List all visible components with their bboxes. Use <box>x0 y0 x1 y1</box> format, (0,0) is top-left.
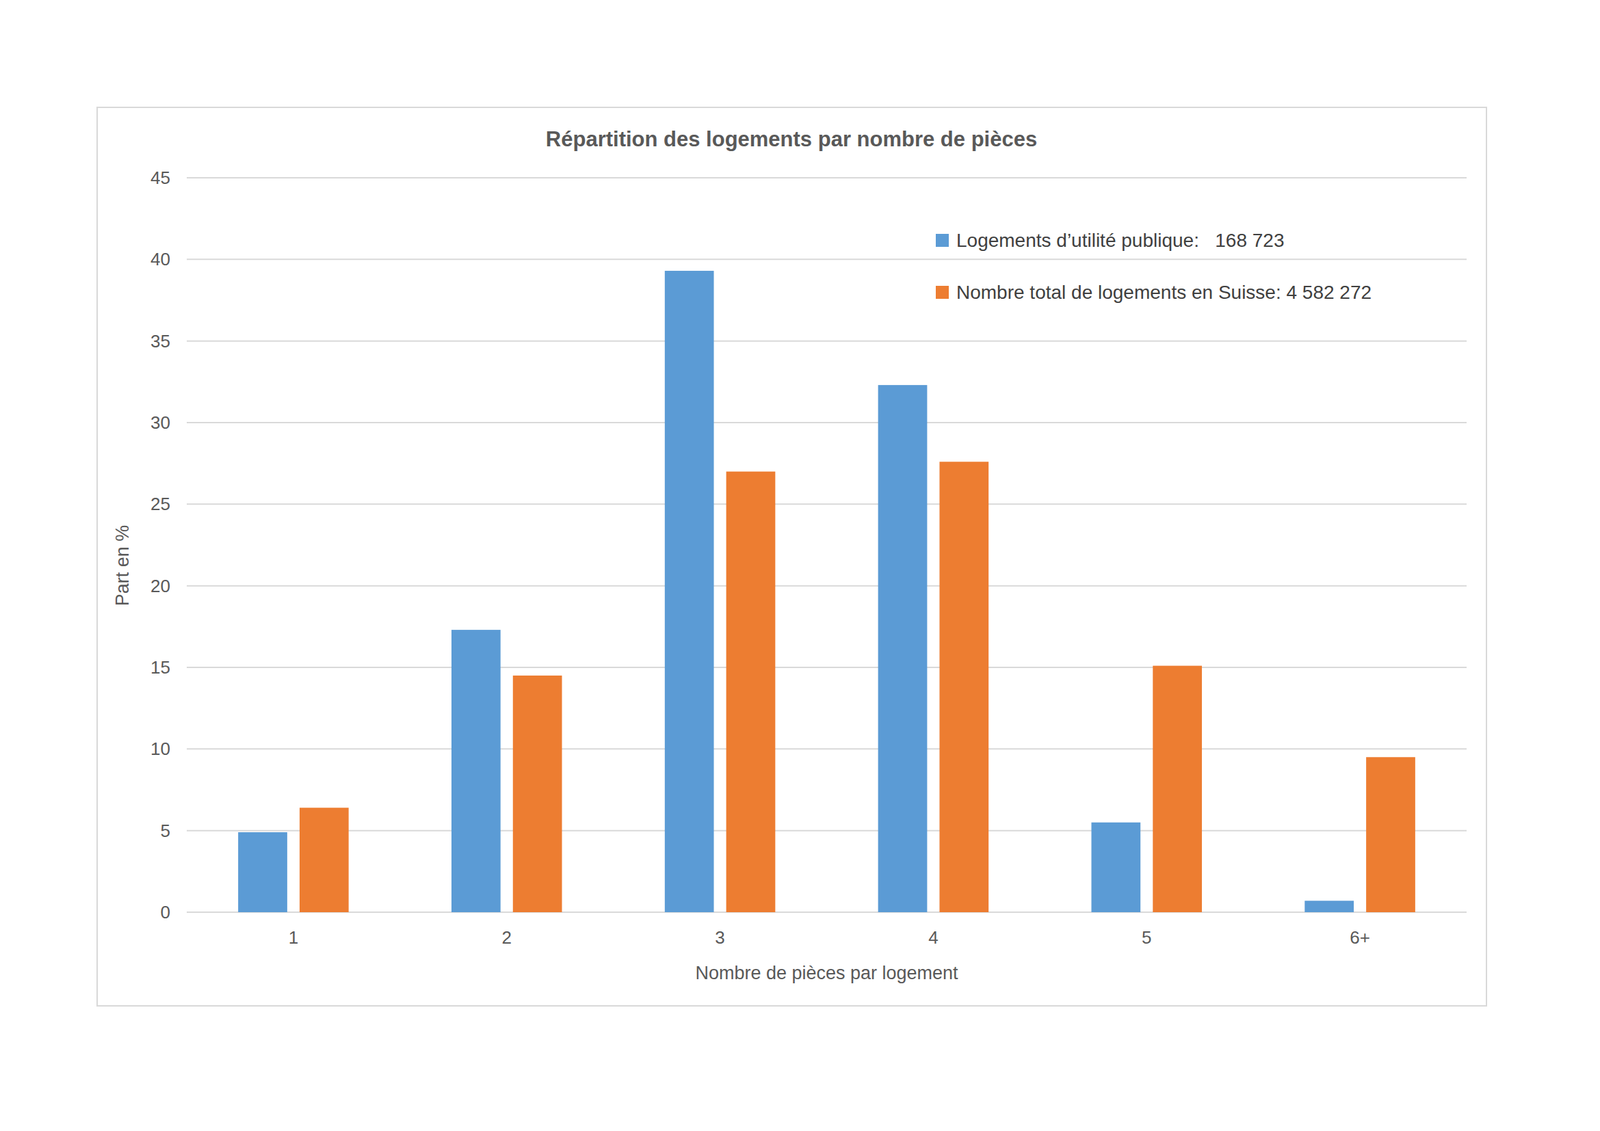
bar <box>238 832 288 913</box>
grid-line <box>186 177 1467 179</box>
legend: Logements d’utilité publique: 168 723 Nom… <box>935 229 1372 304</box>
y-axis-title: Part en % <box>112 525 133 607</box>
grid-line <box>186 340 1467 343</box>
y-tick-label: 5 <box>160 820 171 842</box>
y-tick-label: 25 <box>150 493 171 515</box>
chart-frame <box>97 107 1487 1007</box>
bars <box>238 270 1416 913</box>
legend-swatch <box>935 233 949 247</box>
grid-line <box>186 503 1467 505</box>
legend-label: Nombre total de logements en Suisse: 4 5… <box>956 281 1372 304</box>
y-tick-label: 35 <box>150 331 171 352</box>
x-tick-label: 3 <box>714 927 725 949</box>
bar <box>878 385 928 913</box>
bar <box>726 471 776 913</box>
y-tick-label: 0 <box>160 902 171 923</box>
x-axis-title: Nombre de pièces par logement <box>694 963 959 984</box>
grid-line <box>186 666 1467 669</box>
bar <box>1304 900 1354 913</box>
bar <box>664 270 715 913</box>
y-tick-label: 20 <box>150 575 171 597</box>
bar <box>299 807 349 913</box>
legend-swatch <box>935 285 949 299</box>
grid-line <box>186 830 1467 832</box>
chart-root: Répartition des logements par nombre de … <box>0 0 1600 1131</box>
bar <box>513 675 563 913</box>
grid-line <box>186 585 1467 587</box>
grid-line <box>186 748 1467 750</box>
bar <box>1091 822 1141 913</box>
chart: Répartition des logements par nombre de … <box>0 0 1600 1131</box>
x-axis-line <box>186 911 1467 914</box>
y-tick-label: 30 <box>150 412 171 434</box>
bar <box>1366 757 1416 913</box>
x-tick-label: 2 <box>502 927 512 949</box>
y-tick-label: 10 <box>150 738 171 760</box>
x-tick-label: 5 <box>1141 927 1152 949</box>
bar <box>451 630 501 913</box>
y-tick-label: 15 <box>150 657 171 678</box>
grid-line <box>186 422 1467 424</box>
x-tick-label: 4 <box>928 927 938 949</box>
y-tick-label: 40 <box>150 248 171 270</box>
grid-line <box>186 258 1467 260</box>
y-tick-label: 45 <box>150 167 171 189</box>
bar <box>939 461 989 913</box>
bar <box>1152 666 1202 913</box>
x-tick-label: 6+ <box>1349 927 1371 949</box>
legend-label: Logements d’utilité publique: 168 723 <box>956 229 1284 252</box>
chart-title: Répartition des logements par nombre de … <box>545 127 1038 152</box>
grid-line <box>186 911 1467 914</box>
x-tick-label: 1 <box>288 927 299 949</box>
